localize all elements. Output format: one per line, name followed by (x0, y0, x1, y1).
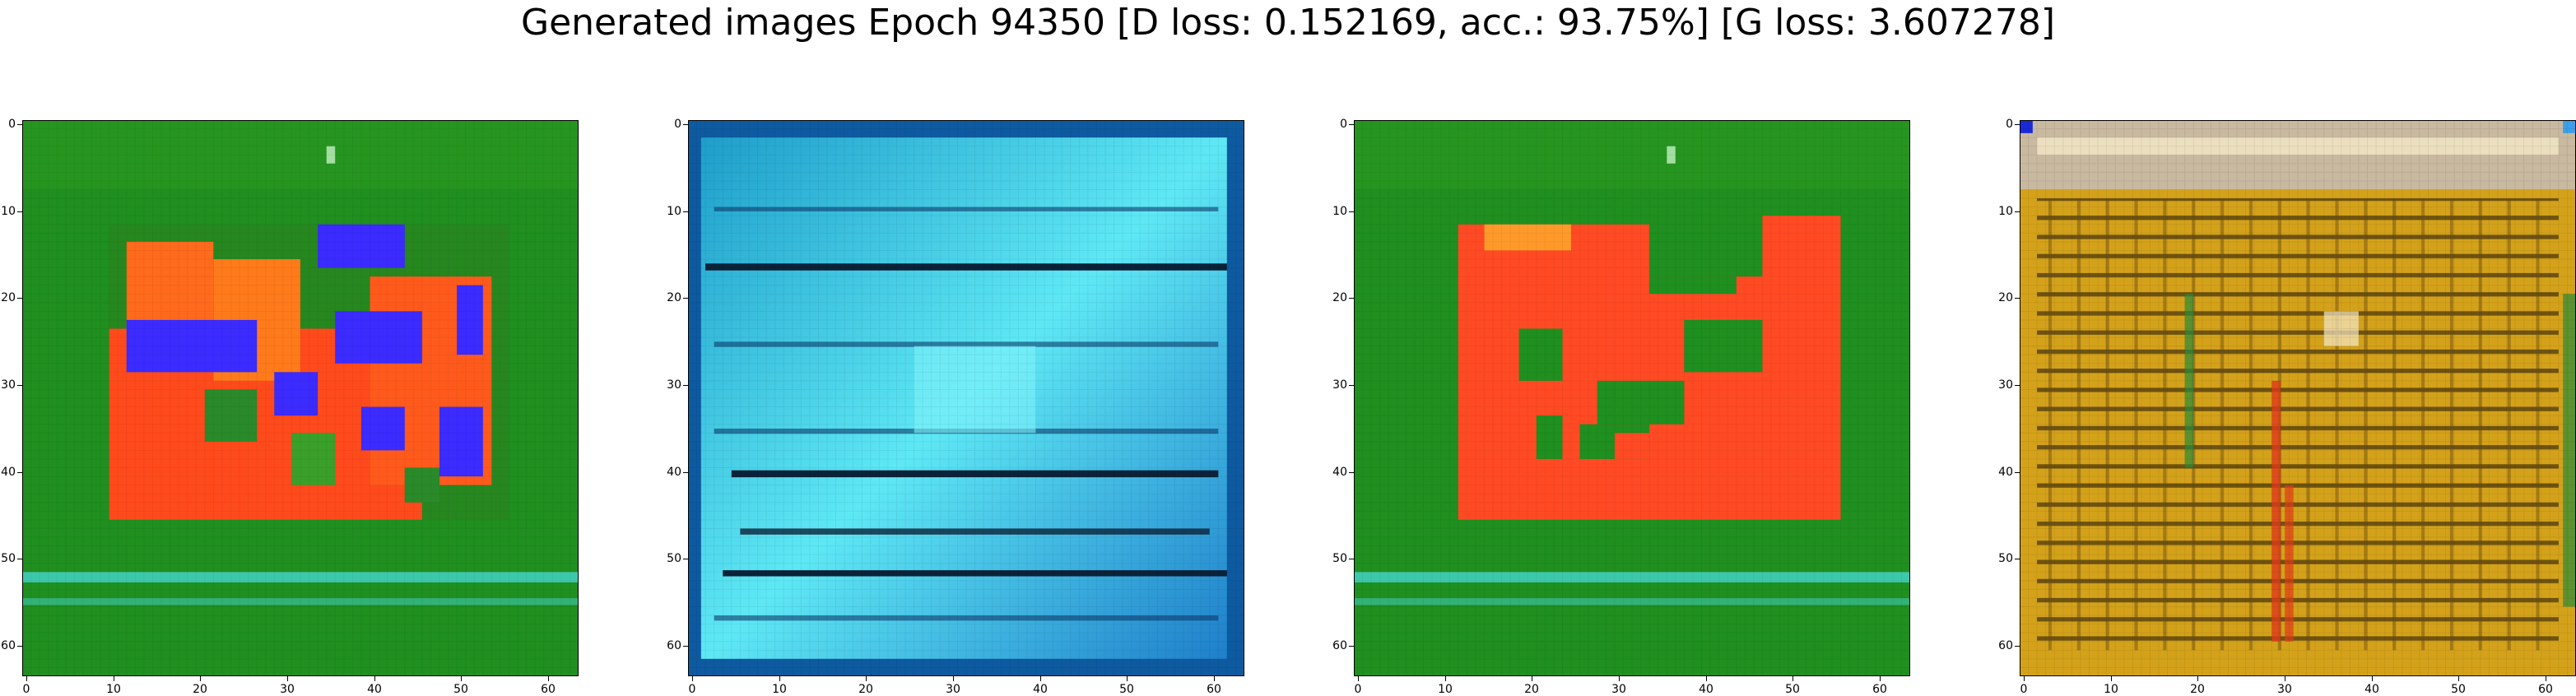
x-tick-label: 10 (2104, 683, 2118, 696)
x-tick-label: 0 (1354, 683, 1362, 696)
x-tick-label: 60 (541, 683, 556, 696)
y-tick-label: 10 (1, 205, 16, 218)
x-tick-label: 40 (1699, 683, 1713, 696)
x-tick-label: 10 (772, 683, 787, 696)
y-tick-label: 60 (1332, 639, 1347, 652)
generated-image-1 (22, 120, 579, 676)
image-frame (2020, 120, 2576, 676)
image-panel-1: 0 10 20 30 40 50 60 0 10 20 30 40 50 60 (1, 118, 579, 696)
x-tick-label: 20 (1524, 683, 1539, 696)
x-tick-label: 30 (2277, 683, 2292, 696)
figure-title: Generated images Epoch 94350 [D loss: 0.… (520, 2, 2056, 44)
y-tick-label: 0 (2006, 118, 2013, 131)
y-tick-label: 40 (667, 466, 681, 479)
x-tick-label: 30 (946, 683, 960, 696)
image-panel-3: 0 10 20 30 40 50 60 0 10 20 30 40 50 60 (1332, 118, 1910, 696)
x-tick-label: 30 (1611, 683, 1626, 696)
y-tick-label: 10 (1998, 205, 2013, 218)
x-tick-label: 50 (453, 683, 468, 696)
y-tick-label: 30 (667, 378, 681, 392)
y-tick-label: 50 (1998, 552, 2013, 565)
y-tick-label: 30 (1998, 378, 2013, 392)
image-panel-4: 0 10 20 30 40 50 60 0 10 20 30 40 50 60 (1998, 118, 2576, 696)
x-tick-label: 40 (1033, 683, 1048, 696)
y-tick-label: 60 (1998, 639, 2013, 652)
x-tick-label: 0 (22, 683, 30, 696)
y-tick-label: 0 (674, 118, 681, 131)
x-tick-label: 20 (858, 683, 873, 696)
y-tick-label: 20 (1, 291, 16, 304)
x-tick-label: 10 (106, 683, 121, 696)
x-tick-label: 0 (688, 683, 696, 696)
y-tick-label: 40 (1332, 466, 1347, 479)
x-tick-label: 60 (1872, 683, 1887, 696)
x-tick-label: 50 (1119, 683, 1134, 696)
y-tick-label: 40 (1998, 466, 2013, 479)
x-tick-label: 40 (2364, 683, 2379, 696)
y-tick-label: 20 (1332, 291, 1347, 304)
x-tick-label: 50 (1785, 683, 1800, 696)
x-tick-label: 40 (367, 683, 382, 696)
image-frame (1354, 120, 1910, 676)
y-tick-label: 60 (1, 639, 16, 652)
y-tick-label: 20 (667, 291, 681, 304)
x-tick-label: 60 (1207, 683, 1221, 696)
y-tick-label: 50 (1332, 552, 1347, 565)
y-tick-label: 50 (667, 552, 681, 565)
y-tick-label: 60 (667, 639, 681, 652)
y-tick-label: 30 (1, 378, 16, 392)
y-tick-label: 50 (1, 552, 16, 565)
y-tick-label: 30 (1332, 378, 1347, 392)
y-tick-label: 20 (1998, 291, 2013, 304)
x-tick-label: 60 (2538, 683, 2553, 696)
image-panel-2: 0 10 20 30 40 50 60 0 10 20 30 40 50 60 (667, 118, 1244, 696)
image-frame (22, 120, 579, 676)
y-tick-label: 10 (667, 205, 681, 218)
image-frame (688, 120, 1244, 676)
generated-image-4 (2020, 120, 2576, 676)
y-tick-label: 10 (1332, 205, 1347, 218)
x-tick-label: 30 (280, 683, 295, 696)
generated-image-3 (1354, 120, 1910, 676)
y-tick-label: 40 (1, 466, 16, 479)
x-tick-label: 20 (2190, 683, 2205, 696)
x-tick-label: 50 (2451, 683, 2466, 696)
y-tick-label: 0 (1340, 118, 1347, 131)
generated-image-2 (688, 120, 1244, 676)
x-tick-label: 20 (193, 683, 207, 696)
x-tick-label: 0 (2020, 683, 2028, 696)
y-tick-label: 0 (8, 118, 16, 131)
x-tick-label: 10 (1438, 683, 1453, 696)
